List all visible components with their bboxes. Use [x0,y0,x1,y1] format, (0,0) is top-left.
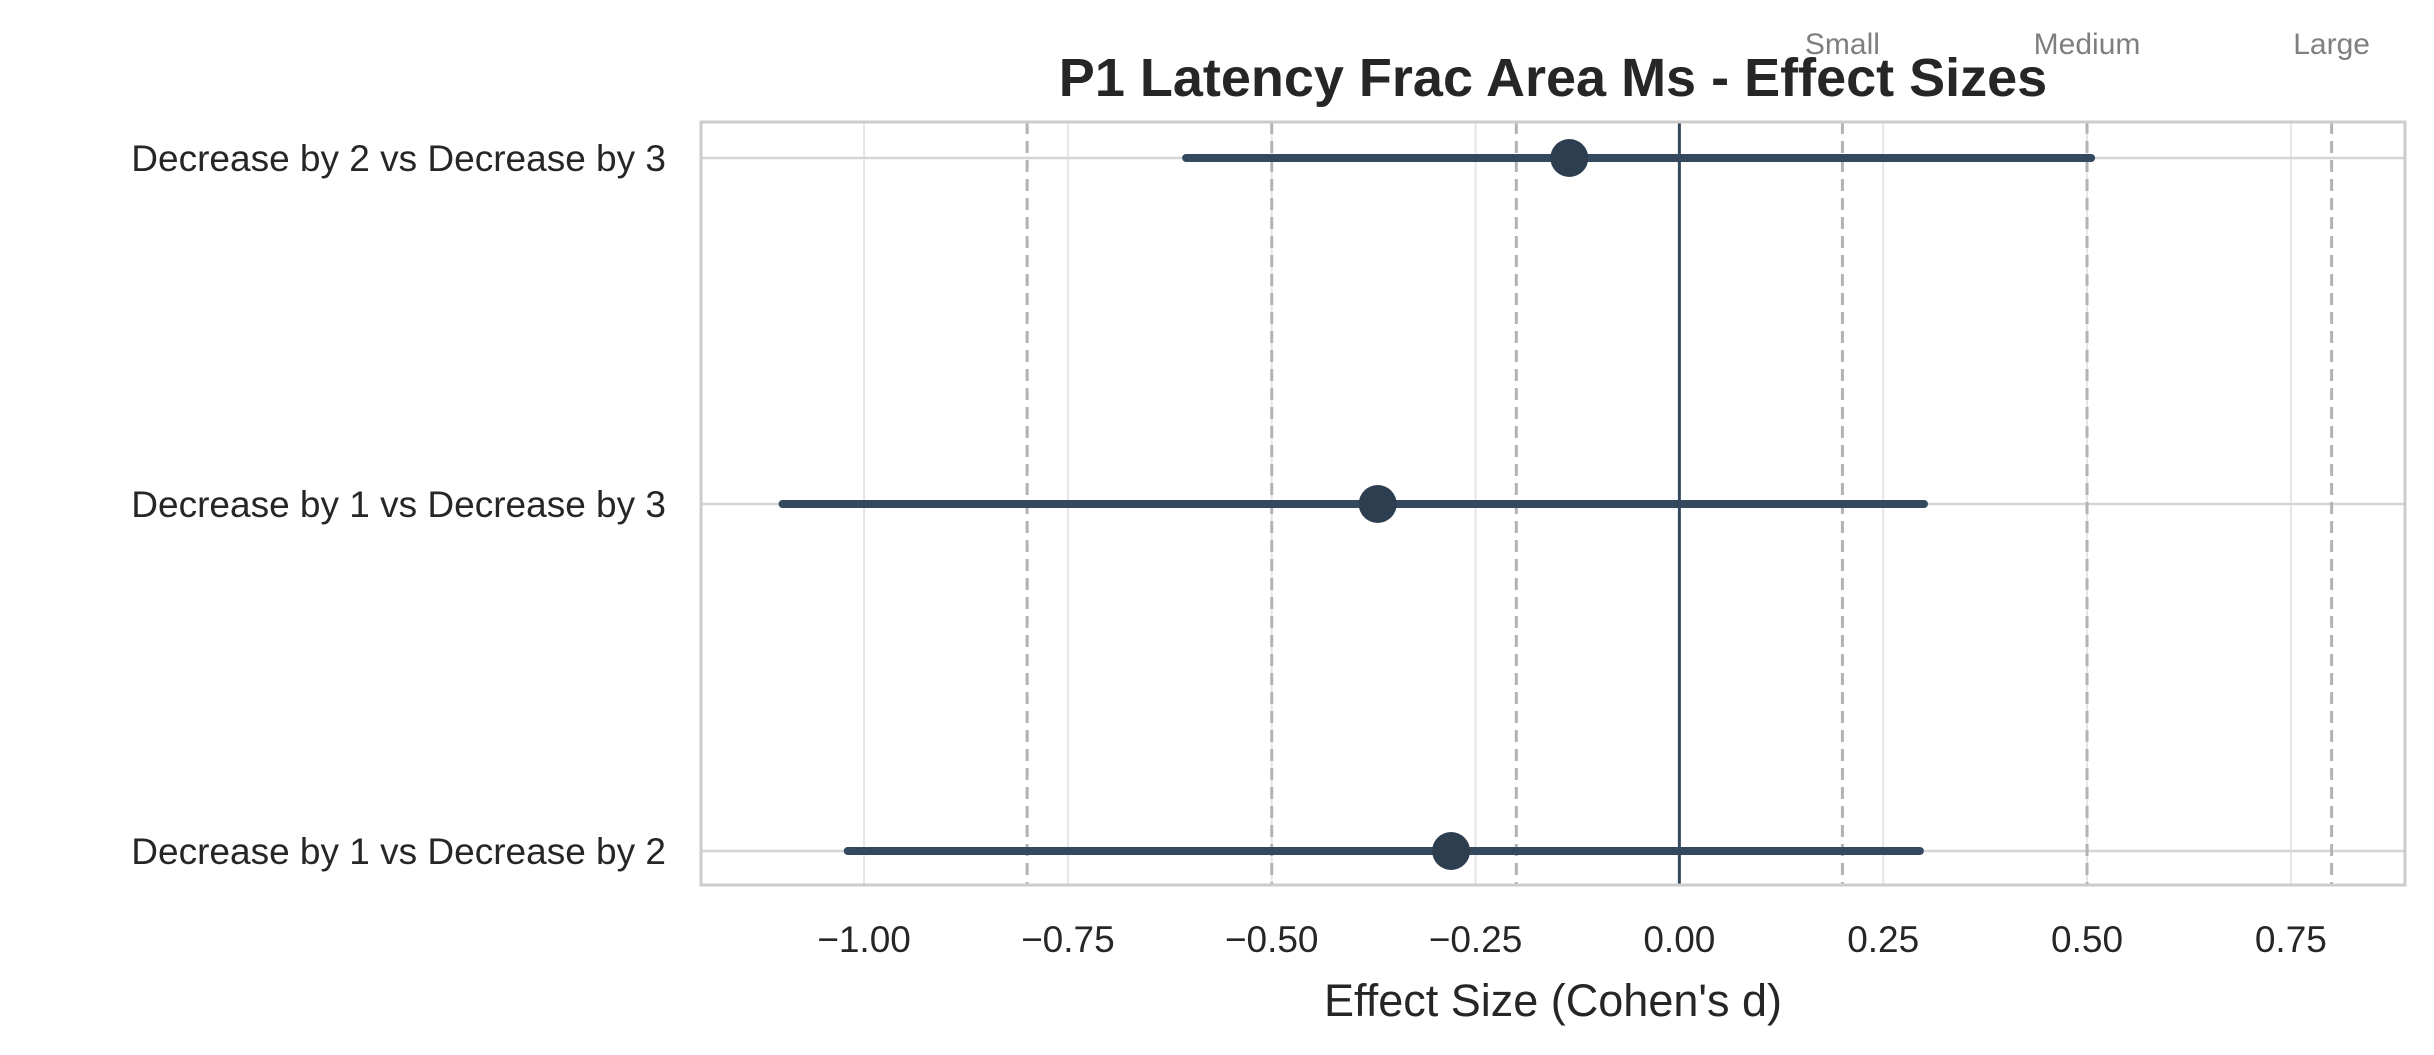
axis-layer: Decrease by 2 vs Decrease by 3 Decrease b… [131,120,2407,960]
effect-point [1358,485,1397,523]
chart-title: P1 Latency Frac Area Ms - Effect Sizes [1059,48,2047,108]
effect-point [1432,832,1471,870]
data-layer [778,139,2096,870]
x-tick-label: 0.50 [2051,919,2123,960]
threshold-label: Large [2293,28,2370,61]
x-tick-label: −0.75 [1021,919,1115,960]
plot-frame [699,120,2407,887]
x-tick-label: 0.75 [2255,919,2327,960]
x-axis-label: Effect Size (Cohen's d) [1324,975,1782,1026]
effect-point [1550,139,1589,177]
x-tick-label: 0.25 [1847,919,1919,960]
x-tick-label: −0.50 [1225,919,1319,960]
threshold-label: Small [1805,28,1880,61]
y-tick-label: Decrease by 2 vs Decrease by 3 [131,138,666,179]
x-tick-label: 0.00 [1643,919,1715,960]
y-tick-label: Decrease by 1 vs Decrease by 2 [131,831,666,872]
y-tick-label: Decrease by 1 vs Decrease by 3 [131,484,666,525]
x-tick-label: −1.00 [817,919,911,960]
threshold-label: Medium [2034,28,2141,61]
x-tick-label: −0.25 [1429,919,1523,960]
